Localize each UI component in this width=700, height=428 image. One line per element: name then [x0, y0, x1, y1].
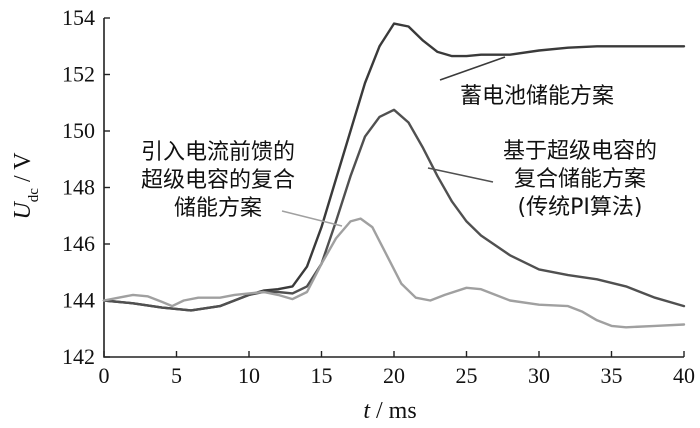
supercap-pi-annotation: 基于超级电容的复合储能方案 (传统PI算法)	[503, 139, 657, 220]
supercap-pi-annotation-line: (传统PI算法)	[518, 195, 643, 220]
series-group	[102, 22, 686, 329]
y-tick-label: 154	[62, 5, 95, 30]
x-tick-label: 15	[311, 363, 333, 388]
y-axis-ticks: 142 144 146 148 150 152 154	[62, 5, 110, 369]
x-tick-label: 30	[528, 363, 550, 388]
y-tick-label: 148	[62, 175, 95, 200]
x-tick-label: 20	[383, 363, 405, 388]
feedforward-annotation-line: 储能方案	[174, 196, 262, 221]
feedforward-annotation-line: 引入电流前馈的	[141, 140, 295, 165]
x-tick-label: 35	[601, 363, 623, 388]
battery-annotation: 蓄电池储能方案	[460, 84, 614, 109]
x-tick-label: 25	[456, 363, 478, 388]
x-axis-title: t / ms	[363, 398, 416, 424]
x-tick-label: 5	[171, 363, 182, 388]
y-tick-label: 146	[62, 231, 95, 256]
axis-frame	[103, 18, 684, 358]
feedforward-annotation-leader	[281, 210, 343, 227]
supercap-pi-annotation-leader	[427, 167, 494, 183]
y-tick-label: 144	[62, 288, 95, 313]
y-axis-title-symbol: U	[10, 201, 36, 220]
feedforward-annotation: 引入电流前馈的超级电容的复合储能方案	[141, 140, 295, 221]
battery-annotation-line: 蓄电池储能方案	[460, 84, 614, 109]
y-axis-title: Udc / V	[10, 152, 42, 220]
supercap-pi-annotation-line: 基于超级电容的	[503, 139, 657, 164]
x-axis-title-unit: / ms	[370, 398, 417, 424]
feedforward-series-line	[102, 217, 686, 329]
x-tick-label: 0	[99, 363, 110, 388]
y-tick-label: 142	[62, 344, 95, 369]
y-tick-label: 152	[62, 62, 95, 87]
x-tick-label: 40	[673, 363, 695, 388]
supercap-pi-annotation-line: 复合储能方案	[514, 167, 646, 192]
x-axis-ticks: 0 5 10 15 20 25 30 35 40	[99, 351, 695, 388]
y-axis-title-unit: / V	[10, 152, 36, 188]
x-axis-title-symbol: t	[363, 398, 371, 424]
feedforward-annotation-line: 超级电容的复合	[141, 168, 295, 193]
battery-annotation-leader	[439, 56, 506, 81]
x-tick-label: 10	[238, 363, 260, 388]
y-tick-label: 150	[62, 118, 95, 143]
y-axis-title-subscript: dc	[26, 188, 42, 203]
supercap-pi-series-line	[102, 108, 686, 312]
